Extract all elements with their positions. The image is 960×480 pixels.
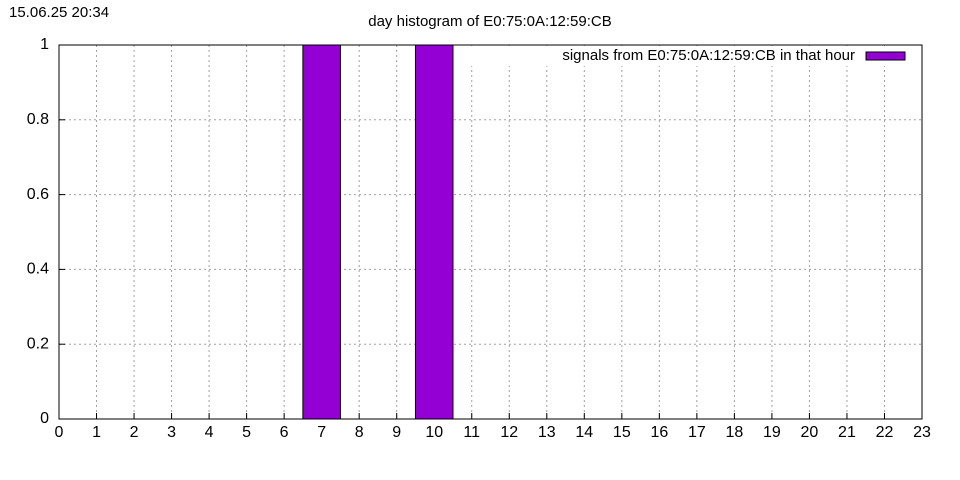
legend-label: signals from E0:75:0A:12:59:CB in that h… <box>562 47 855 64</box>
x-tick-label: 6 <box>280 424 289 441</box>
bar <box>414 45 454 419</box>
x-tick-label: 13 <box>538 424 556 441</box>
x-tick-label: 20 <box>801 424 819 441</box>
x-tick-label: 14 <box>575 424 593 441</box>
y-tick-label: 0.2 <box>27 335 49 352</box>
legend-swatch <box>865 51 906 61</box>
plot-border <box>58 44 923 420</box>
x-tick-label: 21 <box>838 424 856 441</box>
x-tick-label: 5 <box>242 424 251 441</box>
x-tick-label: 7 <box>317 424 326 441</box>
y-tick-label: 1 <box>40 36 49 53</box>
x-tick-label: 9 <box>392 424 401 441</box>
timestamp: 15.06.25 20:34 <box>9 4 109 21</box>
chart-title: day histogram of E0:75:0A:12:59:CB <box>368 13 611 30</box>
bar <box>302 45 341 419</box>
x-tick-label: 19 <box>763 424 781 441</box>
x-tick-label: 10 <box>425 424 443 441</box>
x-tick-label: 12 <box>500 424 518 441</box>
x-tick-label: 1 <box>92 424 101 441</box>
x-tick-label: 0 <box>55 424 64 441</box>
x-tick-label: 4 <box>205 424 214 441</box>
y-tick-label: 0.8 <box>27 111 49 128</box>
x-tick-label: 16 <box>650 424 668 441</box>
y-tick-label: 0.4 <box>27 261 49 278</box>
x-tick-label: 3 <box>167 424 176 441</box>
x-tick-label: 23 <box>913 424 931 441</box>
y-tick-label: 0.6 <box>27 186 49 203</box>
x-tick-label: 8 <box>355 424 364 441</box>
x-tick-label: 15 <box>613 424 631 441</box>
bars <box>302 45 454 419</box>
x-tick-label: 2 <box>130 424 139 441</box>
x-tick-label: 22 <box>876 424 894 441</box>
legend: signals from E0:75:0A:12:59:CB in that h… <box>470 46 915 66</box>
x-tick-label: 18 <box>725 424 743 441</box>
x-tick-label: 17 <box>688 424 706 441</box>
x-tick-label: 11 <box>463 424 480 441</box>
y-tick-label: 0 <box>40 410 49 427</box>
legend-background <box>470 46 915 66</box>
